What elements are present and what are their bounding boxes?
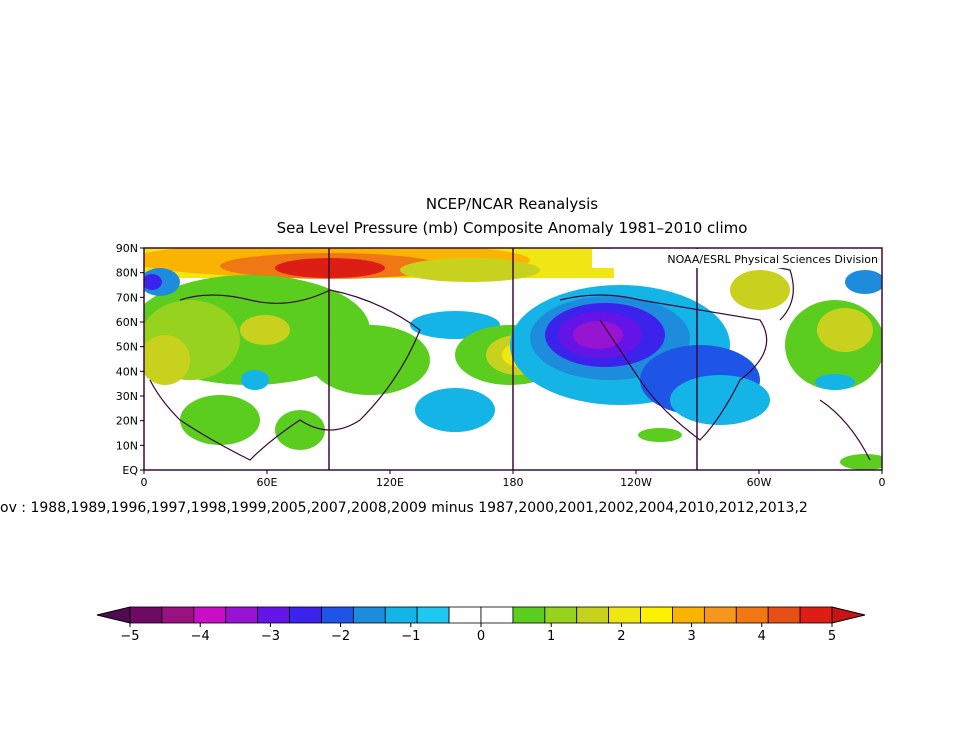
y-tick-label: 40N	[116, 365, 138, 378]
title: NCEP/NCAR Reanalysis	[426, 195, 598, 213]
colorbar-box	[352, 606, 386, 624]
axis-labels: 0 60E 120E 180 120W 60W 0 90N 80N 70N 60N 50N 40N 30N…	[116, 242, 886, 489]
colorbar-label: −2	[331, 629, 350, 644]
colorbar-label: −1	[401, 629, 420, 644]
colorbar: −5 −4 −3 −2 −1 0 1 2 3 4 5	[96, 606, 866, 644]
y-tick-label: 90N	[116, 242, 138, 255]
colorbar-label: 4	[758, 629, 766, 644]
y-tick-label: 60N	[116, 316, 138, 329]
colorbar-box	[576, 606, 610, 624]
x-tick-label: 120W	[620, 476, 652, 489]
credit: NOAA/ESRL Physical Sciences Division	[667, 253, 878, 266]
colorbar-label: 3	[687, 629, 695, 644]
y-tick-label: 20N	[116, 415, 138, 428]
colorbar-box	[480, 606, 514, 624]
colorbar-box	[384, 606, 418, 624]
y-tick-label: 10N	[116, 439, 138, 452]
caption: ov : 1988,1989,1996,1997,1998,1999,2005,…	[0, 500, 808, 516]
colorbar-box	[735, 606, 769, 624]
colorbar-box	[703, 606, 737, 624]
colorbar-label: −3	[261, 629, 280, 644]
subtitle: Sea Level Pressure (mb) Composite Anomal…	[277, 219, 748, 237]
colorbar-box	[161, 606, 195, 624]
colorbar-label: 5	[828, 629, 836, 644]
colorbar-box	[321, 606, 354, 624]
colorbar-label: 0	[477, 629, 485, 644]
y-tick-label: 70N	[116, 291, 138, 304]
colorbar-high	[831, 606, 866, 624]
colorbar-label: −5	[120, 629, 139, 644]
colorbar-box	[512, 606, 546, 624]
colorbar-box	[608, 606, 641, 624]
colorbar-label: 1	[547, 629, 555, 644]
colorbar-box	[640, 606, 673, 624]
y-tick-label: 50N	[116, 341, 138, 354]
x-tick-label: 0	[879, 476, 886, 489]
colorbar-box	[225, 606, 259, 624]
colorbar-box	[289, 606, 322, 624]
y-tick-label: EQ	[122, 464, 138, 477]
x-tick-label: 0	[141, 476, 148, 489]
colorbar-box	[799, 606, 833, 624]
colorbar-box	[129, 606, 163, 624]
x-tick-label: 180	[503, 476, 524, 489]
colorbar-box	[416, 606, 450, 624]
y-tick-label: 30N	[116, 390, 138, 403]
colorbar-box	[544, 606, 578, 624]
colorbar-low	[96, 606, 131, 624]
colorbar-label: 2	[617, 629, 625, 644]
colorbar-label: −4	[191, 629, 210, 644]
colorbar-box	[672, 606, 705, 624]
colorbar-box	[448, 606, 482, 624]
x-tick-label: 60E	[257, 476, 278, 489]
x-tick-label: 120E	[376, 476, 404, 489]
colorbar-box	[257, 606, 290, 624]
colorbar-box	[193, 606, 227, 624]
y-tick-label: 80N	[116, 267, 138, 280]
colorbar-box	[767, 606, 801, 624]
x-tick-label: 60W	[747, 476, 772, 489]
map-field	[144, 248, 882, 470]
